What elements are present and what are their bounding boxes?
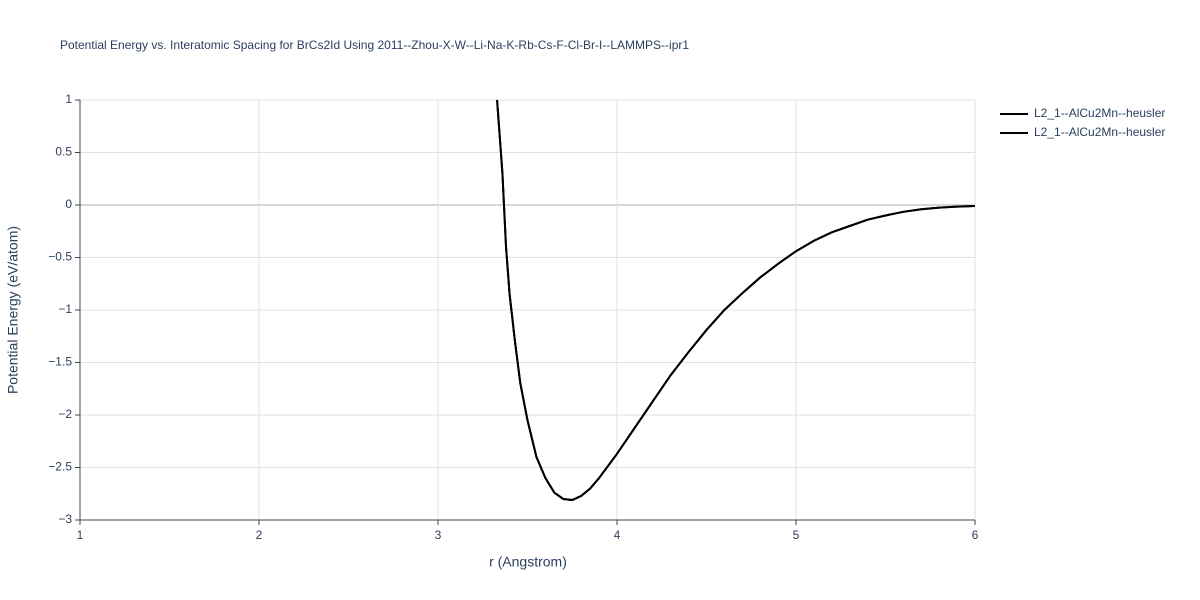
y-tick-label: 0 [65,197,72,211]
y-axis-title: Potential Energy (eV/atom) [5,226,21,394]
x-tick-label: 6 [972,528,979,542]
x-tick-label: 2 [256,528,263,542]
x-tick-label: 3 [435,528,442,542]
x-tick-label: 5 [793,528,800,542]
data-line [496,99,976,502]
y-tick-label: −3 [58,512,72,526]
y-tick-label: −1.5 [48,355,72,369]
y-tick-label: −2.5 [48,460,72,474]
y-tick-label: −1 [58,302,72,316]
y-tick-label: −2 [58,407,72,421]
y-tick-label: −0.5 [48,250,72,264]
y-tick-label: 0.5 [55,145,72,159]
chart-title: Potential Energy vs. Interatomic Spacing… [60,38,689,52]
x-axis-title: r (Angstrom) [489,554,567,570]
x-tick-label: 1 [77,528,84,542]
y-tick-label: 1 [65,92,72,106]
legend-label: L2_1--AlCu2Mn--heusler [1034,106,1165,120]
x-tick-label: 4 [614,528,621,542]
legend-label: L2_1--AlCu2Mn--heusler [1034,125,1165,139]
